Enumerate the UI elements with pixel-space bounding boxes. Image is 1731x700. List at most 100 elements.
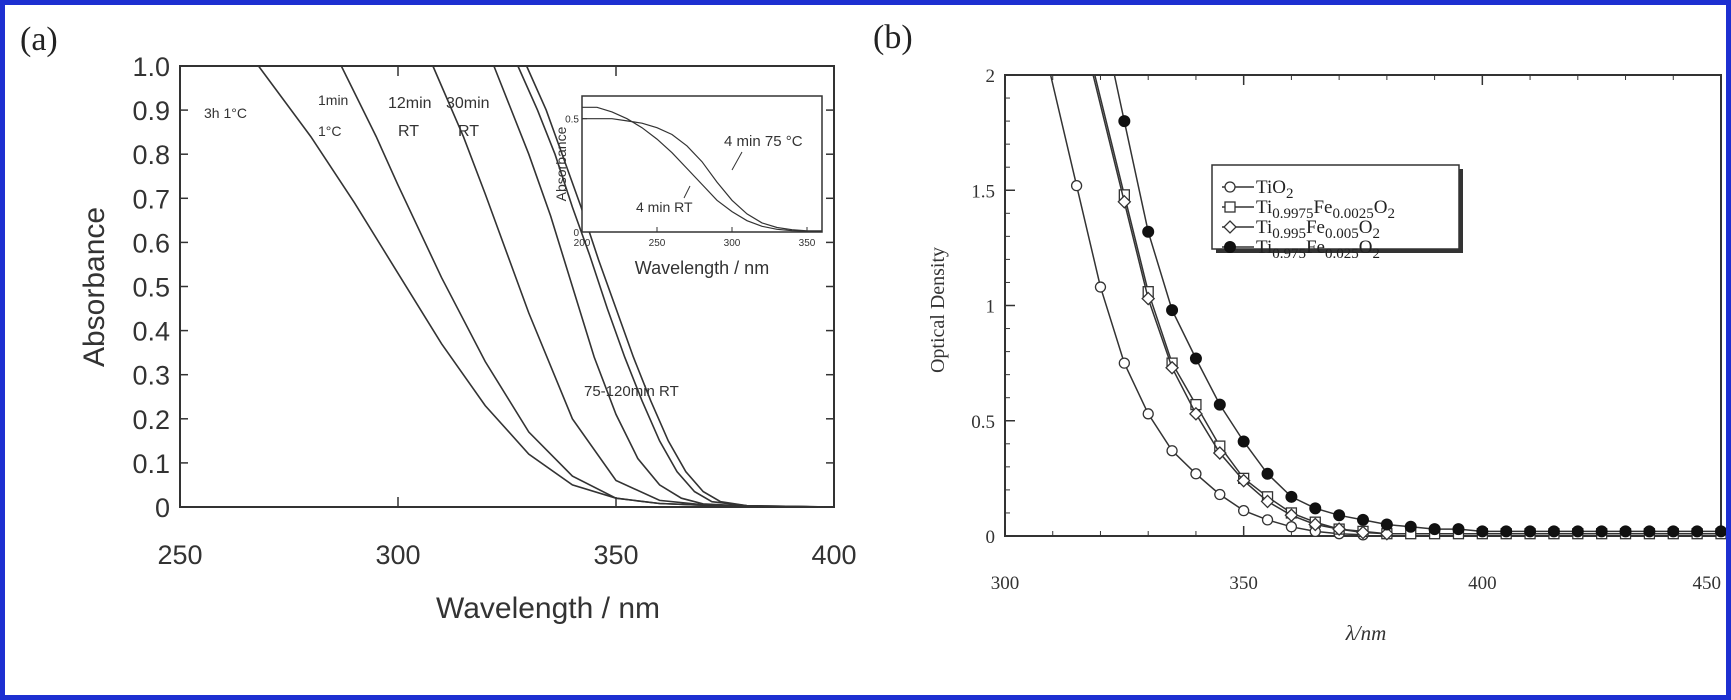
data-point (1547, 525, 1560, 538)
inset-plot-frame (581, 95, 823, 233)
series-1 (1049, 74, 1369, 541)
legend-item: Ti0.9975Fe0.0025O2 (1222, 197, 1395, 222)
data-point (1094, 281, 1107, 293)
legend-subscript: 0.025 (1325, 246, 1359, 262)
y-tick-label: 0.3 (132, 361, 170, 391)
inset-annotation-rt: 4 min RT (636, 199, 693, 215)
y-tick-label: 1.5 (971, 181, 995, 202)
data-point (1428, 523, 1441, 536)
panel-a-curves (257, 65, 835, 508)
x-tick-label: 400 (811, 540, 856, 570)
panel-a-curve-labels: 3h 1°C 1min 1°C 12min RT 30min RT 75-120min RT (204, 92, 679, 400)
legend-item: TiO2 (1222, 177, 1293, 202)
legend-subscript: 0.005 (1325, 226, 1359, 242)
legend-text: Ti (1256, 217, 1272, 238)
panel-b-curves (1049, 74, 1726, 541)
y-tick-label: 0.7 (132, 184, 170, 214)
inset-y-tick-label: 0 (573, 228, 579, 239)
legend-label: Ti0.975Fe0.025O2 (1256, 237, 1380, 262)
series-4 (1113, 74, 1726, 538)
data-point (1260, 494, 1275, 509)
legend-item: Ti0.995Fe0.005O2 (1222, 217, 1380, 242)
data-point (1404, 520, 1417, 533)
data-point (1524, 525, 1537, 538)
legend-label: TiO2 (1256, 177, 1293, 202)
data-point (1308, 517, 1323, 532)
curve-label: RT (458, 123, 479, 140)
x-tick-label: 300 (375, 540, 420, 570)
data-point (1261, 514, 1274, 526)
panel-a-inset: 200 250 300 350 0 0.5 Absorbance Wavelength /… (553, 95, 823, 278)
data-point (1476, 525, 1489, 538)
data-point (1166, 304, 1179, 317)
absorbance-curve-6 (525, 65, 835, 508)
y-tick-label: 1.0 (132, 52, 170, 82)
curve-label: 12min (388, 95, 432, 112)
data-point (1166, 445, 1178, 457)
data-point (1332, 522, 1347, 537)
series-line (1049, 74, 1364, 536)
data-point (1691, 525, 1704, 538)
data-point (1189, 352, 1202, 365)
data-point (1142, 225, 1155, 238)
y-tick-label: 2 (986, 66, 996, 87)
legend-text: O (1359, 217, 1373, 238)
data-point (1619, 525, 1632, 538)
inset-arrow-rt (683, 185, 691, 199)
series-2 (1094, 74, 1726, 540)
absorbance-curve-5 (517, 65, 835, 508)
inset-annotation-75c: 4 min 75 °C (724, 133, 803, 150)
y-tick-label: 0.4 (132, 317, 170, 347)
y-tick-label: 0.5 (971, 412, 995, 433)
panel-b-legend: TiO2Ti0.9975Fe0.0025O2Ti0.995Fe0.005O2Ti… (1211, 164, 1463, 262)
inset-x-tick-label: 200 (574, 238, 591, 249)
panel-a-tag: (a) (20, 21, 58, 58)
inset-curves (582, 106, 823, 232)
curve-label: 75-120min RT (584, 383, 679, 400)
panel-a-y-axis-label: Absorbance (78, 207, 111, 367)
data-point (1284, 508, 1299, 523)
data-point (1571, 525, 1584, 538)
legend-text: O (1374, 197, 1388, 218)
inset-ticks: 200 250 300 350 0 0.5 (565, 115, 816, 249)
data-point (1142, 408, 1154, 420)
data-point (1165, 360, 1179, 375)
data-point (1309, 502, 1322, 515)
inset-x-tick-label: 250 (649, 238, 666, 249)
legend-subscript: 2 (1372, 226, 1380, 242)
panel-a-chart: (a) 00.10.20.30.40.50.60.70.80.91.0 250 3… (20, 21, 857, 625)
curve-label: 1min (318, 92, 348, 108)
legend-marker (1224, 181, 1236, 193)
legend-text: Ti (1256, 197, 1272, 218)
series-3 (1092, 74, 1394, 541)
inset-x-tick-label: 350 (799, 238, 816, 249)
data-point (1238, 504, 1250, 517)
y-tick-label: 0.6 (132, 228, 170, 258)
legend-text: TiO (1256, 177, 1286, 198)
x-tick-label: 350 (1229, 573, 1258, 594)
data-point (1070, 179, 1083, 192)
legend-subscript: 2 (1372, 246, 1380, 262)
x-tick-label: 300 (991, 573, 1020, 594)
data-point (1212, 446, 1227, 460)
panel-b-y-axis-label: Optical Density (927, 247, 949, 373)
panel-a-x-axis-label: Wavelength / nm (436, 592, 660, 625)
legend-subscript: 2 (1286, 186, 1294, 202)
data-point (1237, 435, 1250, 448)
inset-y-tick-label: 0.5 (565, 115, 579, 126)
x-tick-label: 450 (1693, 573, 1722, 594)
inset-y-axis-label: Absorbance (553, 126, 569, 201)
absorbance-curve-4 (493, 65, 835, 508)
panel-b-tag: (b) (873, 19, 913, 56)
data-point (1118, 115, 1131, 128)
legend-text: Ti (1256, 237, 1272, 258)
y-tick-label: 0.2 (132, 405, 170, 435)
y-tick-label: 0.5 (132, 273, 170, 303)
legend-subscript: 0.0025 (1332, 206, 1373, 222)
inset-curve-1 (582, 118, 822, 232)
series-line (1092, 74, 1387, 535)
panel-b-x-axis-label: λ/nm (1345, 621, 1387, 645)
data-point (1357, 513, 1369, 526)
inset-curve-2 (582, 106, 823, 232)
curve-label: 1°C (318, 123, 342, 139)
